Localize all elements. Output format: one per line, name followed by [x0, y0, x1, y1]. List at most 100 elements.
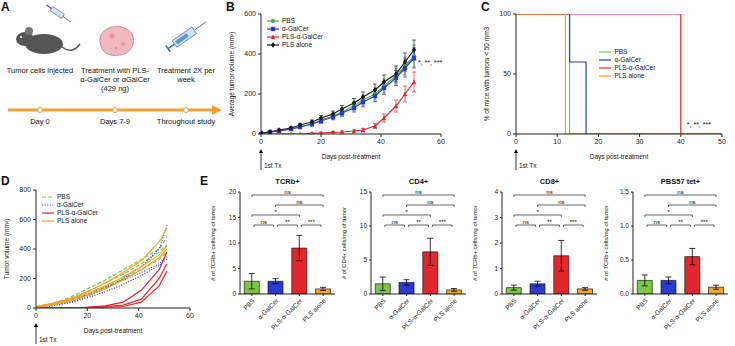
svg-text:3: 3 [494, 214, 498, 221]
svg-text:600: 600 [244, 10, 256, 17]
svg-text:40: 40 [377, 138, 385, 145]
svg-text:PBS: PBS [242, 297, 257, 312]
svg-text:0.0: 0.0 [620, 290, 629, 297]
svg-text:20: 20 [317, 138, 325, 145]
svg-text:*: * [667, 209, 670, 215]
svg-text:ns: ns [427, 199, 433, 205]
html-text:Treatment 2X per week: Treatment 2X per week [157, 66, 215, 84]
html-text:C: C [481, 0, 490, 14]
svg-text:PLS-α-GalCer: PLS-α-GalCer [531, 296, 566, 331]
svg-text:ns: ns [558, 199, 564, 205]
html-text:CD8+: CD8+ [539, 177, 560, 186]
svg-text:α-GalCer: α-GalCer [387, 296, 411, 320]
svg-text:0: 0 [507, 130, 511, 137]
svg-text:α-GalCer: α-GalCer [649, 296, 673, 320]
svg-text:***: *** [439, 219, 447, 225]
svg-text:0: 0 [27, 304, 31, 311]
html-text:PBS57 tet+: PBS57 tet+ [660, 177, 701, 186]
svg-text:1.5: 1.5 [620, 188, 629, 195]
svg-text:PBS: PBS [635, 297, 650, 312]
html-text:A: A [1, 0, 10, 14]
svg-text:**: ** [416, 219, 421, 225]
svg-text:ns: ns [261, 219, 267, 225]
svg-text:50: 50 [503, 70, 511, 77]
svg-text:*: * [274, 209, 277, 215]
svg-text:200: 200 [19, 275, 31, 282]
svg-text:PLS alone: PLS alone [563, 297, 589, 323]
html-text:Days 7-9: Days 7-9 [100, 117, 130, 126]
svg-text:400: 400 [19, 245, 31, 252]
svg-text:0.5: 0.5 [620, 256, 629, 263]
svg-text:0: 0 [363, 290, 367, 297]
svg-text:***: *** [570, 219, 578, 225]
svg-text:20: 20 [229, 188, 237, 195]
svg-text:*: * [536, 209, 539, 215]
svg-text:PLS alone: PLS alone [432, 297, 458, 323]
svg-text:0: 0 [252, 130, 256, 137]
svg-text:***: *** [308, 219, 316, 225]
svg-text:10: 10 [360, 222, 368, 229]
svg-text:PLS alone: PLS alone [694, 297, 720, 323]
svg-text:ns: ns [523, 219, 529, 225]
html-text:TCRb+: TCRb+ [275, 177, 300, 186]
svg-text:0: 0 [494, 290, 498, 297]
svg-text:PBS: PBS [373, 297, 388, 312]
svg-text:PLS-α-GalCer: PLS-α-GalCer [662, 296, 697, 331]
html-text:Throughout study: Throughout study [156, 117, 216, 126]
svg-text:ns: ns [654, 219, 660, 225]
svg-text:ns: ns [546, 189, 552, 195]
svg-text:**: ** [547, 219, 552, 225]
svg-text:600: 600 [19, 216, 31, 223]
html-text:Days post-treatment: Days post-treatment [321, 152, 381, 160]
svg-text:PLS-α-GalCer: PLS-α-GalCer [400, 296, 435, 331]
svg-text:60: 60 [186, 312, 194, 319]
svg-text:0: 0 [232, 290, 236, 297]
svg-text:60: 60 [437, 138, 445, 145]
svg-text:*: * [405, 209, 408, 215]
svg-text:α-GalCer: α-GalCer [256, 296, 280, 320]
html-text:Day 0: Day 0 [30, 117, 50, 126]
svg-text:10: 10 [229, 239, 237, 246]
svg-text:4: 4 [494, 188, 498, 195]
svg-text:ns: ns [677, 189, 683, 195]
svg-text:40: 40 [677, 138, 685, 145]
svg-text:1.0: 1.0 [620, 222, 629, 229]
html-text:D: D [1, 174, 10, 188]
svg-text:400: 400 [244, 50, 256, 57]
svg-text:PLS-α-GalCer: PLS-α-GalCer [269, 296, 304, 331]
svg-text:**: ** [285, 219, 290, 225]
svg-text:15: 15 [229, 214, 237, 221]
svg-text:ns: ns [689, 199, 695, 205]
svg-text:ns: ns [392, 219, 398, 225]
svg-text:5: 5 [232, 265, 236, 272]
svg-text:800: 800 [19, 186, 31, 193]
svg-text:15: 15 [360, 188, 368, 195]
svg-text:**: ** [678, 219, 683, 225]
svg-text:0: 0 [34, 312, 38, 319]
svg-text:ns: ns [415, 189, 421, 195]
svg-text:0: 0 [514, 138, 518, 145]
svg-text:***: *** [701, 219, 709, 225]
svg-text:1: 1 [494, 265, 498, 272]
svg-text:40: 40 [135, 312, 143, 319]
svg-text:α-GalCer: α-GalCer [518, 296, 542, 320]
svg-text:50: 50 [718, 138, 726, 145]
svg-text:20: 20 [83, 312, 91, 319]
html-text:Treatment with PLS-α-GalCer or: Treatment with PLS-α-GalCer or αGalCer (… [80, 66, 150, 93]
html-text:Average tumor volume (mm³): Average tumor volume (mm³) [227, 31, 235, 117]
svg-text:0: 0 [259, 138, 263, 145]
svg-text:ns: ns [284, 189, 290, 195]
svg-text:200: 200 [244, 90, 256, 97]
svg-text:30: 30 [636, 138, 644, 145]
html-text:B: B [226, 0, 235, 14]
svg-text:20: 20 [595, 138, 603, 145]
svg-text:PLS alone: PLS alone [301, 297, 327, 323]
svg-text:5: 5 [363, 256, 367, 263]
svg-text:100: 100 [499, 10, 511, 17]
svg-text:10: 10 [553, 138, 561, 145]
svg-text:2: 2 [494, 239, 498, 246]
html-text:Tumor cells injected: Tumor cells injected [6, 66, 74, 75]
html-text:CD4+: CD4+ [408, 177, 429, 186]
svg-text:ns: ns [296, 199, 302, 205]
svg-text:PBS: PBS [504, 297, 519, 312]
